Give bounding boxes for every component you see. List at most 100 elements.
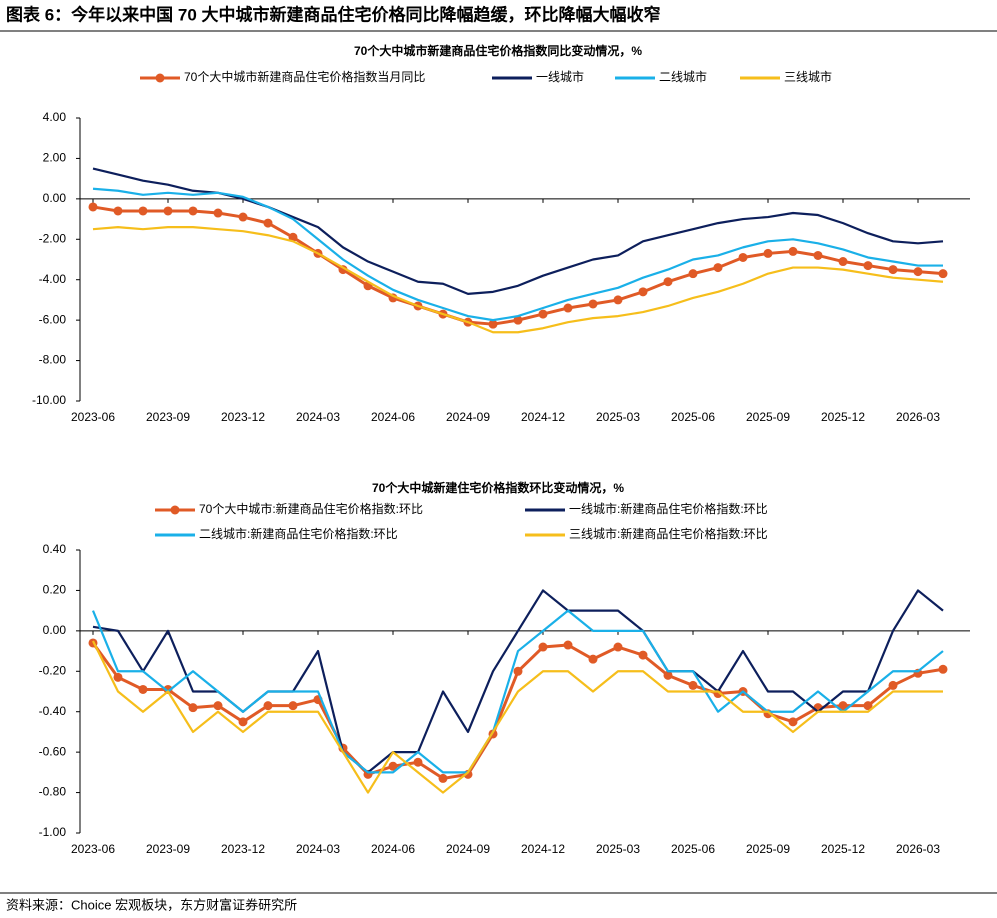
x-tick-label: 2024-09 bbox=[446, 410, 490, 424]
figure-title: 图表 6：今年以来中国 70 大中城市新建商品住宅价格同比降幅趋缓，环比降幅大幅… bbox=[6, 4, 661, 24]
x-tick-label: 2023-12 bbox=[221, 410, 265, 424]
series-point bbox=[263, 701, 273, 711]
series-point bbox=[213, 208, 223, 218]
series-point bbox=[913, 267, 923, 277]
series-point bbox=[613, 642, 623, 652]
series-point bbox=[638, 287, 648, 297]
series-point bbox=[538, 309, 548, 319]
series-point bbox=[138, 684, 148, 694]
x-tick-label: 2024-06 bbox=[371, 842, 415, 856]
y-tick-label: -0.60 bbox=[39, 744, 67, 758]
x-tick-label: 2025-03 bbox=[596, 410, 640, 424]
y-tick-label: -6.00 bbox=[39, 312, 67, 326]
series-point bbox=[763, 248, 773, 258]
legend-label: 二线城市:新建商品住宅价格指数:环比 bbox=[199, 526, 398, 541]
series-point bbox=[838, 701, 848, 711]
series-point bbox=[238, 717, 248, 727]
legend-marker bbox=[155, 73, 165, 83]
series-point bbox=[413, 757, 423, 767]
series-point bbox=[788, 717, 798, 727]
x-tick-label: 2024-03 bbox=[296, 842, 340, 856]
y-tick-label: -0.40 bbox=[39, 704, 67, 718]
series-point bbox=[238, 212, 248, 222]
series-point bbox=[438, 773, 448, 783]
series-point bbox=[888, 265, 898, 275]
y-tick-label: 0.20 bbox=[43, 583, 67, 597]
x-tick-label: 2026-03 bbox=[896, 410, 940, 424]
legend-label: 70个大中城市:新建商品住宅价格指数:环比 bbox=[199, 501, 423, 516]
series-point bbox=[213, 701, 223, 711]
x-tick-label: 2025-06 bbox=[671, 410, 715, 424]
x-tick-label: 2025-09 bbox=[746, 842, 790, 856]
y-tick-label: 4.00 bbox=[43, 110, 67, 124]
series-point bbox=[113, 672, 123, 682]
series-point bbox=[563, 640, 573, 650]
y-tick-label: -2.00 bbox=[39, 231, 67, 245]
series-point bbox=[188, 703, 198, 713]
series-line bbox=[92, 226, 944, 334]
series-line bbox=[92, 187, 943, 322]
legend-marker bbox=[170, 505, 180, 515]
series-line bbox=[92, 205, 944, 326]
x-tick-label: 2023-09 bbox=[146, 410, 190, 424]
x-tick-label: 2023-06 bbox=[71, 410, 115, 424]
x-tick-label: 2023-09 bbox=[146, 842, 190, 856]
series-point bbox=[188, 206, 198, 216]
series-point bbox=[288, 701, 298, 711]
x-tick-label: 2024-09 bbox=[446, 842, 490, 856]
y-tick-label: -4.00 bbox=[39, 272, 67, 286]
series-point bbox=[813, 250, 823, 260]
x-tick-label: 2023-06 bbox=[71, 842, 115, 856]
series-point bbox=[688, 269, 698, 279]
series-point bbox=[563, 303, 573, 313]
series-point bbox=[938, 664, 948, 674]
y-tick-label: 0.40 bbox=[43, 542, 67, 556]
series-line bbox=[91, 609, 944, 774]
series-point bbox=[288, 232, 298, 242]
series-point bbox=[163, 206, 173, 216]
series-point bbox=[663, 277, 673, 287]
x-tick-label: 2024-06 bbox=[371, 410, 415, 424]
legend-label: 70个大中城市新建商品住宅价格指数当月同比 bbox=[184, 69, 425, 84]
chart-title: 70个大中城市新建商品住宅价格指数同比变动情况，% bbox=[354, 43, 642, 58]
series-point bbox=[488, 319, 498, 329]
legend-label: 一线城市:新建商品住宅价格指数:环比 bbox=[569, 501, 768, 516]
series-point bbox=[88, 202, 98, 212]
series-point bbox=[863, 261, 873, 271]
x-tick-label: 2025-06 bbox=[671, 842, 715, 856]
x-tick-label: 2025-12 bbox=[821, 410, 865, 424]
source-note: 资料来源：Choice 宏观板块，东方财富证券研究所 bbox=[6, 897, 297, 912]
x-tick-label: 2024-03 bbox=[296, 410, 340, 424]
series-point bbox=[513, 666, 523, 676]
x-tick-label: 2024-12 bbox=[521, 842, 565, 856]
series-point bbox=[263, 218, 273, 228]
y-tick-label: 2.00 bbox=[43, 151, 67, 165]
x-tick-label: 2024-12 bbox=[521, 410, 565, 424]
legend-label: 三线城市:新建商品住宅价格指数:环比 bbox=[569, 526, 768, 541]
y-tick-label: -10.00 bbox=[32, 393, 66, 407]
y-tick-label: -0.80 bbox=[39, 785, 67, 799]
x-tick-label: 2026-03 bbox=[896, 842, 940, 856]
series-line bbox=[92, 640, 943, 794]
x-tick-label: 2025-09 bbox=[746, 410, 790, 424]
series-point bbox=[838, 257, 848, 267]
legend-label: 二线城市 bbox=[659, 69, 707, 84]
y-tick-label: -1.00 bbox=[39, 825, 67, 839]
series-point bbox=[588, 299, 598, 309]
series-point bbox=[938, 269, 948, 279]
series-point bbox=[663, 670, 673, 680]
series-line bbox=[92, 589, 944, 774]
series-point bbox=[863, 701, 873, 711]
series-point bbox=[513, 315, 523, 325]
series-point bbox=[388, 761, 398, 771]
series-point bbox=[638, 650, 648, 660]
series-point bbox=[113, 206, 123, 216]
legend-label: 三线城市 bbox=[784, 69, 832, 84]
series-point bbox=[613, 295, 623, 305]
x-tick-label: 2025-12 bbox=[821, 842, 865, 856]
series-point bbox=[788, 246, 798, 256]
x-tick-label: 2023-12 bbox=[221, 842, 265, 856]
series-point bbox=[138, 206, 148, 216]
